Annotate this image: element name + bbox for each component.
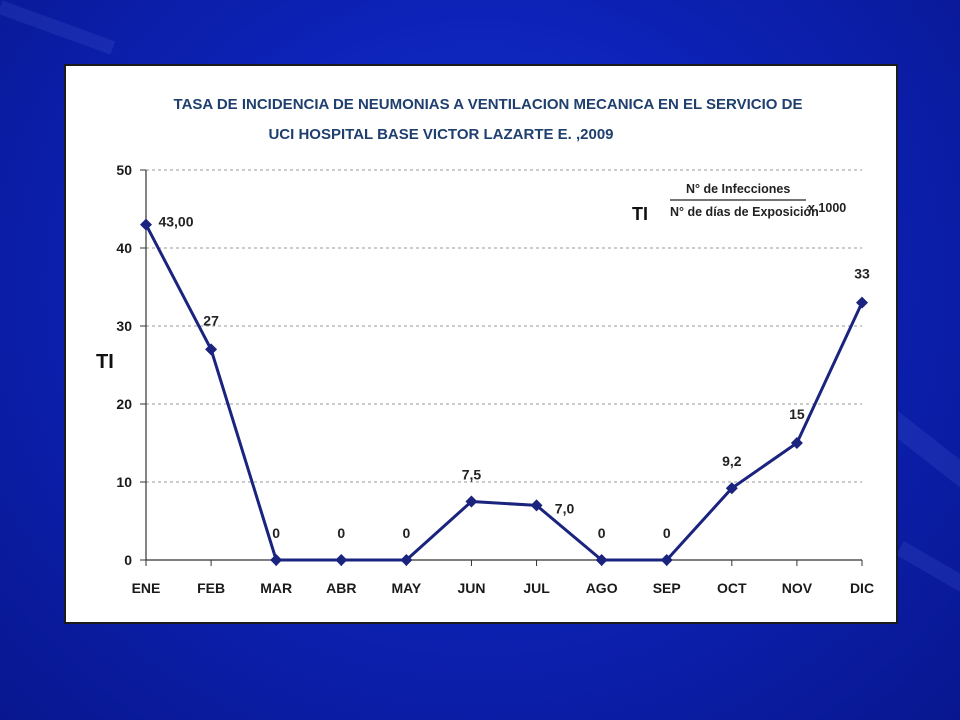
data-label: 15 <box>789 406 805 422</box>
x-tick-label: SEP <box>653 580 681 596</box>
formula-numerator: N° de Infecciones <box>686 182 790 196</box>
label-layer: 43,00 27 0 0 0 7,5 7,0 0 0 9,2 15 33 <box>158 214 870 541</box>
y-tick-label: 20 <box>116 396 132 412</box>
y-tick-label: 50 <box>116 162 132 178</box>
data-point-marker <box>335 554 348 566</box>
data-point-marker <box>140 218 152 231</box>
data-point-marker <box>790 437 803 449</box>
data-label: 7,0 <box>555 500 575 516</box>
data-point-marker <box>725 482 738 495</box>
chart-card: TASA DE INCIDENCIA DE NEUMONIAS A VENTIL… <box>64 64 898 624</box>
formula-annotation: TI N° de Infecciones N° de días de Expos… <box>632 182 846 224</box>
y-axis-label: TI <box>96 351 114 373</box>
background-streak <box>0 0 116 55</box>
data-label: 9,2 <box>722 453 742 469</box>
line-chart: TASA DE INCIDENCIA DE NEUMONIAS A VENTIL… <box>96 96 874 596</box>
data-label: 0 <box>663 525 671 541</box>
data-label: 0 <box>272 525 280 541</box>
x-tick-label: NOV <box>782 580 813 596</box>
formula-multiplier: x 1000 <box>808 201 846 215</box>
y-tick-label: 0 <box>124 552 132 568</box>
data-label: 0 <box>598 525 606 541</box>
x-tick-label: MAR <box>260 580 292 596</box>
data-point-marker <box>856 296 868 309</box>
x-tick-label: ABR <box>326 580 356 596</box>
data-point-marker <box>400 554 413 566</box>
background-streak <box>896 541 960 615</box>
x-tick-label: JUN <box>457 580 485 596</box>
x-tick-label: AGO <box>586 580 618 596</box>
y-tick-label: 10 <box>116 474 132 490</box>
formula-symbol: TI <box>632 204 648 224</box>
x-tick-label: OCT <box>717 580 747 596</box>
x-tick-label: DIC <box>850 580 874 596</box>
chart-title-line-1: TASA DE INCIDENCIA DE NEUMONIAS A VENTIL… <box>174 96 803 113</box>
data-label: 0 <box>337 525 345 541</box>
data-label: 27 <box>203 312 219 328</box>
x-tick-label: ENE <box>132 580 161 596</box>
data-point-marker <box>465 495 478 508</box>
data-label: 0 <box>402 525 410 541</box>
x-tick-label: JUL <box>523 580 550 596</box>
data-point-marker <box>205 343 218 356</box>
axis-layer: 0 10 20 30 40 50 ENE FEB MAR ABR MAY JUN JUL AGO SEP OC… <box>116 162 874 596</box>
series-line <box>144 223 864 562</box>
data-label: 43,00 <box>158 214 193 230</box>
data-label: 7,5 <box>462 467 482 483</box>
data-point-marker <box>270 554 283 566</box>
x-tick-label: FEB <box>197 580 225 596</box>
data-point-marker <box>660 554 673 566</box>
chart-title-line-2: UCI HOSPITAL BASE VICTOR LAZARTE E. ,200… <box>268 126 613 143</box>
data-label: 33 <box>854 266 870 282</box>
x-tick-label: MAY <box>391 580 421 596</box>
y-tick-label: 30 <box>116 318 132 334</box>
data-point-marker <box>530 499 543 512</box>
series-layer <box>140 218 868 566</box>
y-tick-label: 40 <box>116 240 132 256</box>
data-point-marker <box>595 554 608 566</box>
formula-denominator: N° de días de Exposición <box>670 205 819 219</box>
